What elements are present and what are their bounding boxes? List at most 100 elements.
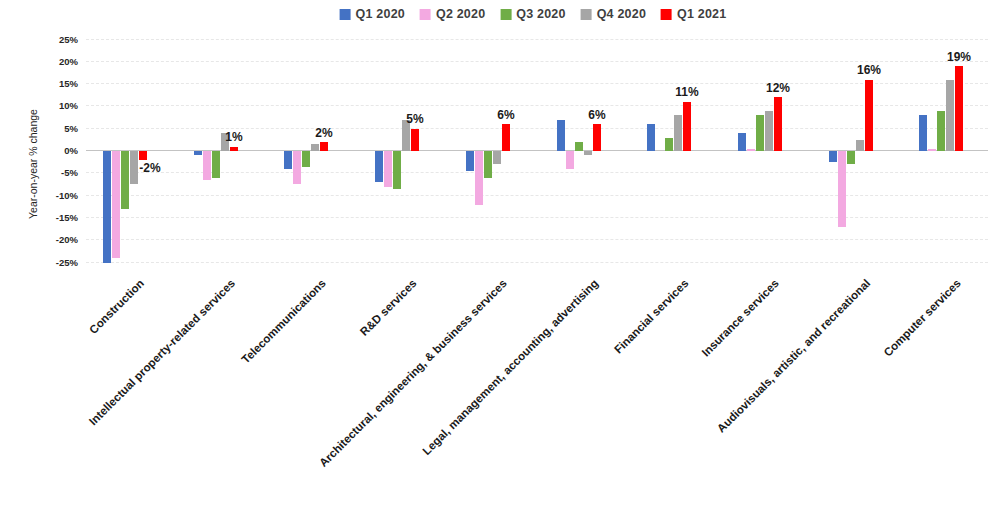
y-tick-label: 5% (36, 123, 78, 134)
category-label: Insurance services (700, 277, 782, 359)
bar (557, 120, 565, 151)
legend-item: Q2 2020 (420, 7, 485, 21)
category-label: Audiovisuals, artistic, and recreational (714, 277, 872, 435)
bar (212, 151, 220, 178)
legend-swatch (500, 9, 511, 20)
data-label: 2% (302, 126, 346, 140)
data-label: 16% (847, 63, 891, 77)
gridline (86, 262, 988, 263)
data-label: 5% (393, 112, 437, 126)
legend-item: Q1 2020 (340, 7, 405, 21)
y-tick-label: 25% (36, 34, 78, 45)
gridline (86, 217, 988, 218)
bar (919, 115, 927, 151)
gridline (86, 128, 988, 129)
legend-swatch (581, 9, 592, 20)
category-label: Legal, management, accounting, advertisi… (420, 277, 600, 457)
bar (502, 124, 510, 151)
category-label: Computer services (881, 277, 963, 359)
bar (103, 151, 111, 263)
category-label: Intellectual property-related services (87, 277, 237, 427)
bar (475, 151, 483, 205)
data-label: -2% (128, 161, 172, 175)
y-tick-label: -10% (36, 190, 78, 201)
y-tick-label: 0% (36, 145, 78, 156)
category-label: R&D services (358, 277, 419, 338)
bar (493, 151, 501, 164)
bar-chart: Q1 2020Q2 2020Q3 2020Q4 2020Q1 2021 Year… (0, 0, 1000, 510)
gridline (86, 239, 988, 240)
bar (847, 151, 855, 164)
data-label: 11% (665, 85, 709, 99)
y-tick-label: -20% (36, 234, 78, 245)
bar (765, 111, 773, 151)
bar (584, 151, 592, 155)
bar (139, 151, 147, 160)
bar (293, 151, 301, 184)
bar (302, 151, 310, 167)
bar (928, 149, 936, 151)
bar (311, 144, 319, 151)
bar (411, 129, 419, 151)
bar (320, 142, 328, 151)
gridline (86, 195, 988, 196)
bar (566, 151, 574, 169)
legend-swatch (661, 9, 672, 20)
bar (756, 115, 764, 151)
bar (203, 151, 211, 180)
bar (683, 102, 691, 151)
legend-swatch (420, 9, 431, 20)
legend-label: Q3 2020 (516, 7, 565, 21)
bar (484, 151, 492, 178)
y-tick-label: 10% (36, 100, 78, 111)
bar (774, 97, 782, 151)
bar (829, 151, 837, 162)
bar (647, 124, 655, 151)
gridline (86, 39, 988, 40)
gridline (86, 61, 988, 62)
legend-item: Q1 2021 (661, 7, 726, 21)
bar (384, 151, 392, 187)
gridline (86, 172, 988, 173)
legend-label: Q4 2020 (597, 7, 646, 21)
y-tick-label: -25% (36, 257, 78, 268)
category-label: Financial services (612, 277, 691, 356)
bar (121, 151, 129, 209)
y-tick-label: 15% (36, 78, 78, 89)
legend-item: Q3 2020 (500, 7, 565, 21)
category-label: Telecommunications (239, 277, 328, 366)
bar (466, 151, 474, 171)
y-tick-label: 20% (36, 56, 78, 67)
data-label: 6% (575, 108, 619, 122)
bar (937, 111, 945, 151)
bar (665, 138, 673, 151)
bar (284, 151, 292, 169)
legend-label: Q1 2020 (356, 7, 405, 21)
bar (593, 124, 601, 151)
legend-swatch (340, 9, 351, 20)
bar (112, 151, 120, 258)
bar (747, 149, 755, 151)
y-tick-label: -15% (36, 212, 78, 223)
legend-label: Q2 2020 (436, 7, 485, 21)
legend-item: Q4 2020 (581, 7, 646, 21)
bar (856, 140, 864, 151)
bar (865, 80, 873, 151)
category-label: Construction (87, 277, 146, 336)
y-tick-label: -5% (36, 167, 78, 178)
bar (194, 151, 202, 155)
category-label: Architectural, engineering, & business s… (317, 277, 509, 469)
bar (393, 151, 401, 189)
bar (575, 142, 583, 151)
data-label: 19% (937, 50, 981, 64)
bar (838, 151, 846, 227)
data-label: 12% (756, 81, 800, 95)
gridline (86, 83, 988, 84)
legend: Q1 2020 Q2 2020 Q3 2020 Q4 2020 Q1 2021 (340, 7, 727, 21)
gridline (86, 105, 988, 106)
legend-label: Q1 2021 (677, 7, 726, 21)
bar (738, 133, 746, 151)
bar (230, 147, 238, 151)
bar (946, 80, 954, 151)
bar (674, 115, 682, 151)
